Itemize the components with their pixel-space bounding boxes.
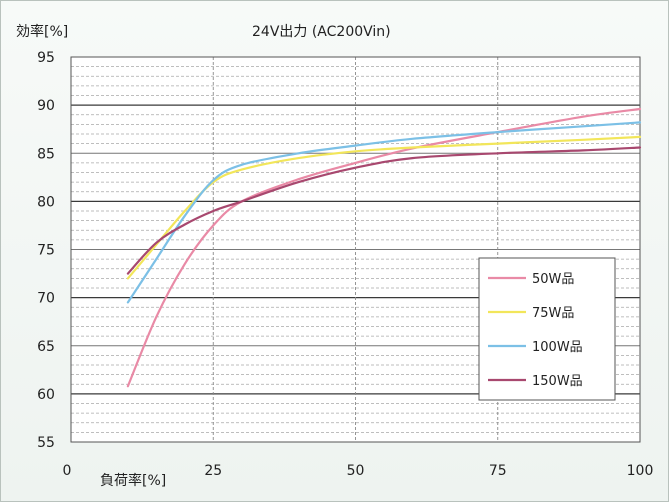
y-tick-label: 90 [37,98,55,114]
y-axis-label: 効率[%] [16,23,68,40]
legend-label-4: 150W品 [532,374,583,389]
series-line-2 [126,135,642,280]
y-tick-label: 55 [37,435,55,451]
legend-label-1: 50W品 [532,272,574,287]
x-tick-label: 100 [627,463,654,479]
y-tick-label: 95 [37,50,55,66]
plot-border [70,56,641,443]
x-axis-label: 負荷率[%] [100,472,166,489]
series-lines [126,107,642,388]
y-tick-label: 80 [37,194,55,210]
series-line-1 [126,107,642,388]
legend: 50W品 75W品 100W品 150W品 [478,257,616,401]
y-tick-label: 75 [37,243,55,259]
y-tick-label: 85 [37,146,55,162]
chart-title: 24V出力 (AC200Vin) [252,24,391,40]
x-tick-label: 50 [347,463,365,479]
y-tick-label: 60 [37,387,55,403]
series-line-4 [126,146,642,275]
x-tick-label: 25 [204,463,222,479]
y-tick-labels: 95 90 85 80 75 70 65 60 55 [37,50,55,451]
series-line-3 [126,121,642,304]
y-tick-label: 65 [37,339,55,355]
x-tick-label: 75 [489,463,507,479]
legend-label-2: 75W品 [532,306,574,321]
x-tick-labels: 0 25 50 75 100 [63,463,654,479]
legend-label-3: 100W品 [532,340,583,355]
legend-box [478,257,616,401]
x-tick-label: 0 [63,463,72,479]
y-tick-label: 70 [37,291,55,307]
